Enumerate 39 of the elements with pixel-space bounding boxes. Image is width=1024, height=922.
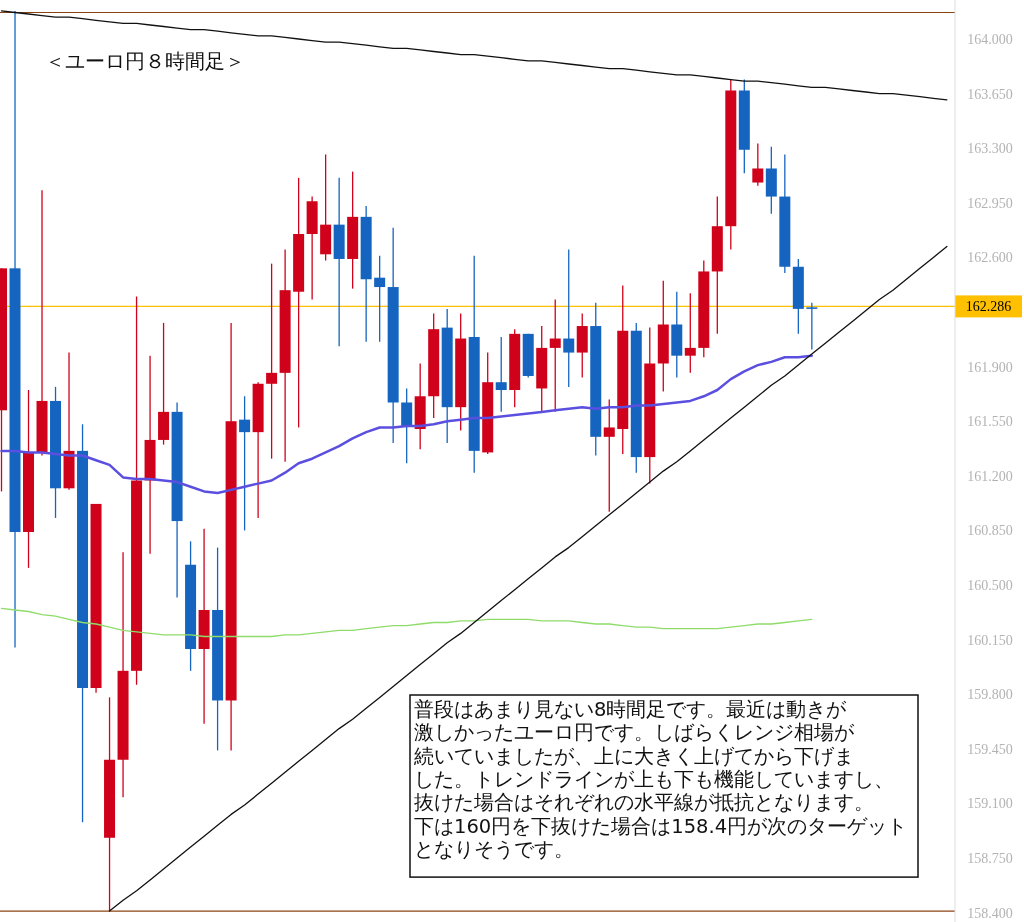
y-tick-label: 164.000 — [967, 32, 1013, 47]
y-tick-label: 161.550 — [967, 414, 1013, 430]
y-tick-label: 158.750 — [967, 851, 1013, 867]
y-tick-label: 162.950 — [967, 195, 1013, 211]
candlestick — [374, 255, 386, 343]
candlestick — [495, 336, 507, 413]
annotation: 激しかったユーロ円です。しばらくレンジ相場が — [414, 721, 855, 745]
ref-line-label: 162.286 — [965, 299, 1012, 315]
y-tick-label: 160.500 — [967, 578, 1013, 594]
annotation: 下は160円を下抜けた場合は158.4円が次のターゲット — [414, 814, 908, 838]
y-tick-label: 159.450 — [967, 741, 1013, 757]
candlestick — [684, 292, 696, 374]
y-tick-label: 160.850 — [967, 523, 1013, 539]
annotation: となりそうです。 — [414, 837, 574, 861]
y-tick-label: 161.900 — [967, 359, 1013, 375]
candlestick — [806, 302, 818, 351]
y-tick-label: 158.400 — [967, 905, 1013, 921]
line-series — [0, 10, 948, 101]
candlestick — [603, 398, 615, 513]
annotation: した。トレンドラインが上も下も機能していますし、 — [414, 767, 894, 791]
candlestick — [239, 395, 251, 532]
annotation: 続いていましたが、上に大きく上げてから下げま — [413, 744, 854, 768]
candlestick — [266, 263, 278, 460]
candlestick — [752, 142, 764, 187]
y-tick-label: 163.650 — [967, 86, 1013, 102]
y-tick-label: 163.300 — [967, 141, 1013, 157]
candlestick — [401, 387, 413, 464]
y-tick-label: 162.600 — [967, 250, 1013, 266]
annotation: 普段はあまり見ない8時間足です。最近は動きが — [414, 698, 848, 721]
y-tick-label: 161.200 — [967, 468, 1013, 484]
text: ＜ユーロ円８時間足＞ — [45, 49, 245, 73]
annotation: 抜けた場合はそれぞれの水平線が抵抗となります。 — [414, 791, 874, 815]
line-series — [0, 354, 814, 495]
y-tick-label: 159.800 — [967, 687, 1013, 703]
y-tick-label: 159.100 — [967, 796, 1013, 812]
y-tick-label: 160.150 — [967, 632, 1013, 648]
line-series — [0, 607, 813, 638]
line-series — [108, 245, 948, 912]
candlestick — [563, 248, 575, 388]
